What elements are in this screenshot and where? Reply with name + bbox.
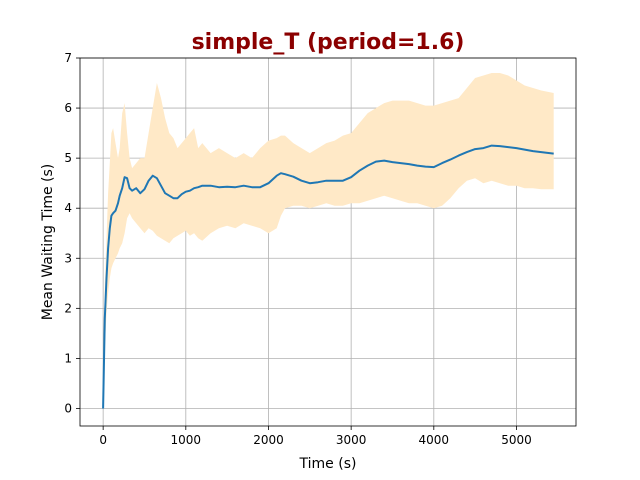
x-tick-label: 0 bbox=[99, 433, 107, 447]
series-line bbox=[102, 144, 554, 409]
plot-frame bbox=[79, 57, 577, 427]
y-tick-label: 0 bbox=[64, 401, 72, 415]
chart-title: simple_T (period=1.6) bbox=[192, 30, 465, 55]
y-tick-label: 4 bbox=[64, 201, 72, 215]
x-tick-label: 3000 bbox=[336, 433, 367, 447]
y-tick-label: 6 bbox=[64, 101, 72, 115]
y-tick-label: 3 bbox=[64, 251, 72, 265]
confidence-band bbox=[103, 73, 554, 409]
y-tick-label: 2 bbox=[64, 301, 72, 315]
y-tick-label: 5 bbox=[64, 151, 72, 165]
x-tick-label: 2000 bbox=[253, 433, 284, 447]
x-axis-ticks: 0 1000 2000 3000 4000 5000 bbox=[99, 426, 532, 447]
y-axis-ticks: 0 1 2 3 4 5 6 7 bbox=[64, 51, 80, 415]
x-tick-label: 1000 bbox=[171, 433, 202, 447]
x-axis-label: Time (s) bbox=[299, 456, 357, 472]
y-tick-label: 7 bbox=[64, 51, 72, 65]
x-tick-label: 5000 bbox=[501, 433, 532, 447]
y-axis-label: Mean Waiting Time (s) bbox=[40, 164, 56, 321]
y-tick-label: 1 bbox=[64, 351, 72, 365]
x-tick-label: 4000 bbox=[419, 433, 450, 447]
